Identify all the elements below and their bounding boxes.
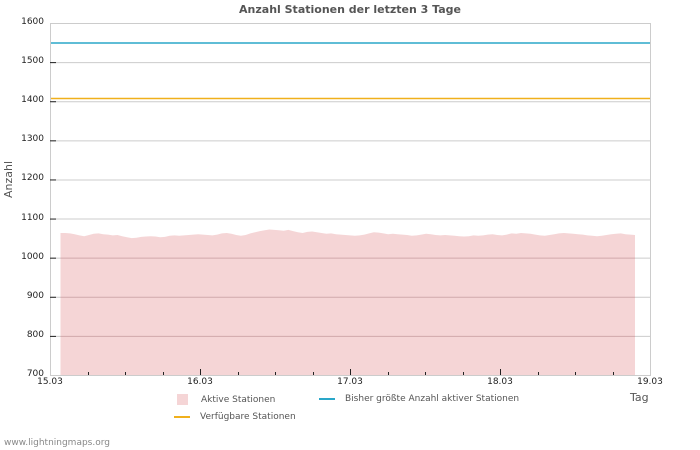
legend-item-max-active-stations[interactable]: Bisher größte Anzahl aktiver Stationen <box>319 394 519 404</box>
x-axis-label: Tag <box>630 391 649 404</box>
x-tick-label: 17.03 <box>337 377 363 387</box>
footer-credit: www.lightningmaps.org <box>4 438 110 448</box>
chart-title: Anzahl Stationen der letzten 3 Tage <box>239 3 461 16</box>
y-tick-label: 1300 <box>21 134 44 145</box>
y-tick-label: 700 <box>26 369 44 379</box>
y-tick-label: 1000 <box>21 251 44 262</box>
line-swatch-icon <box>174 416 190 418</box>
x-tick-label: 15.03 <box>37 377 63 387</box>
y-tick-label: 1100 <box>21 212 44 223</box>
x-tick-label: 16.03 <box>187 377 213 387</box>
x-tick-label: 18.03 <box>487 377 513 387</box>
y-tick-label: 1500 <box>21 56 44 67</box>
y-tick-label: 1200 <box>21 173 44 184</box>
y-tick-label: 1400 <box>21 95 44 106</box>
y-tick-label: 1600 <box>21 17 44 27</box>
x-tick-label: 19.03 <box>637 377 663 387</box>
legend-item-active-stations[interactable]: Aktive Stationen <box>177 394 275 405</box>
area-active-stations <box>60 229 635 375</box>
y-tick-label: 900 <box>26 290 44 301</box>
y-tick-label: 800 <box>26 329 44 340</box>
area-swatch-icon <box>177 394 188 405</box>
line-swatch-icon <box>319 398 335 400</box>
legend-item-available-stations[interactable]: Verfügbare Stationen <box>174 412 296 422</box>
